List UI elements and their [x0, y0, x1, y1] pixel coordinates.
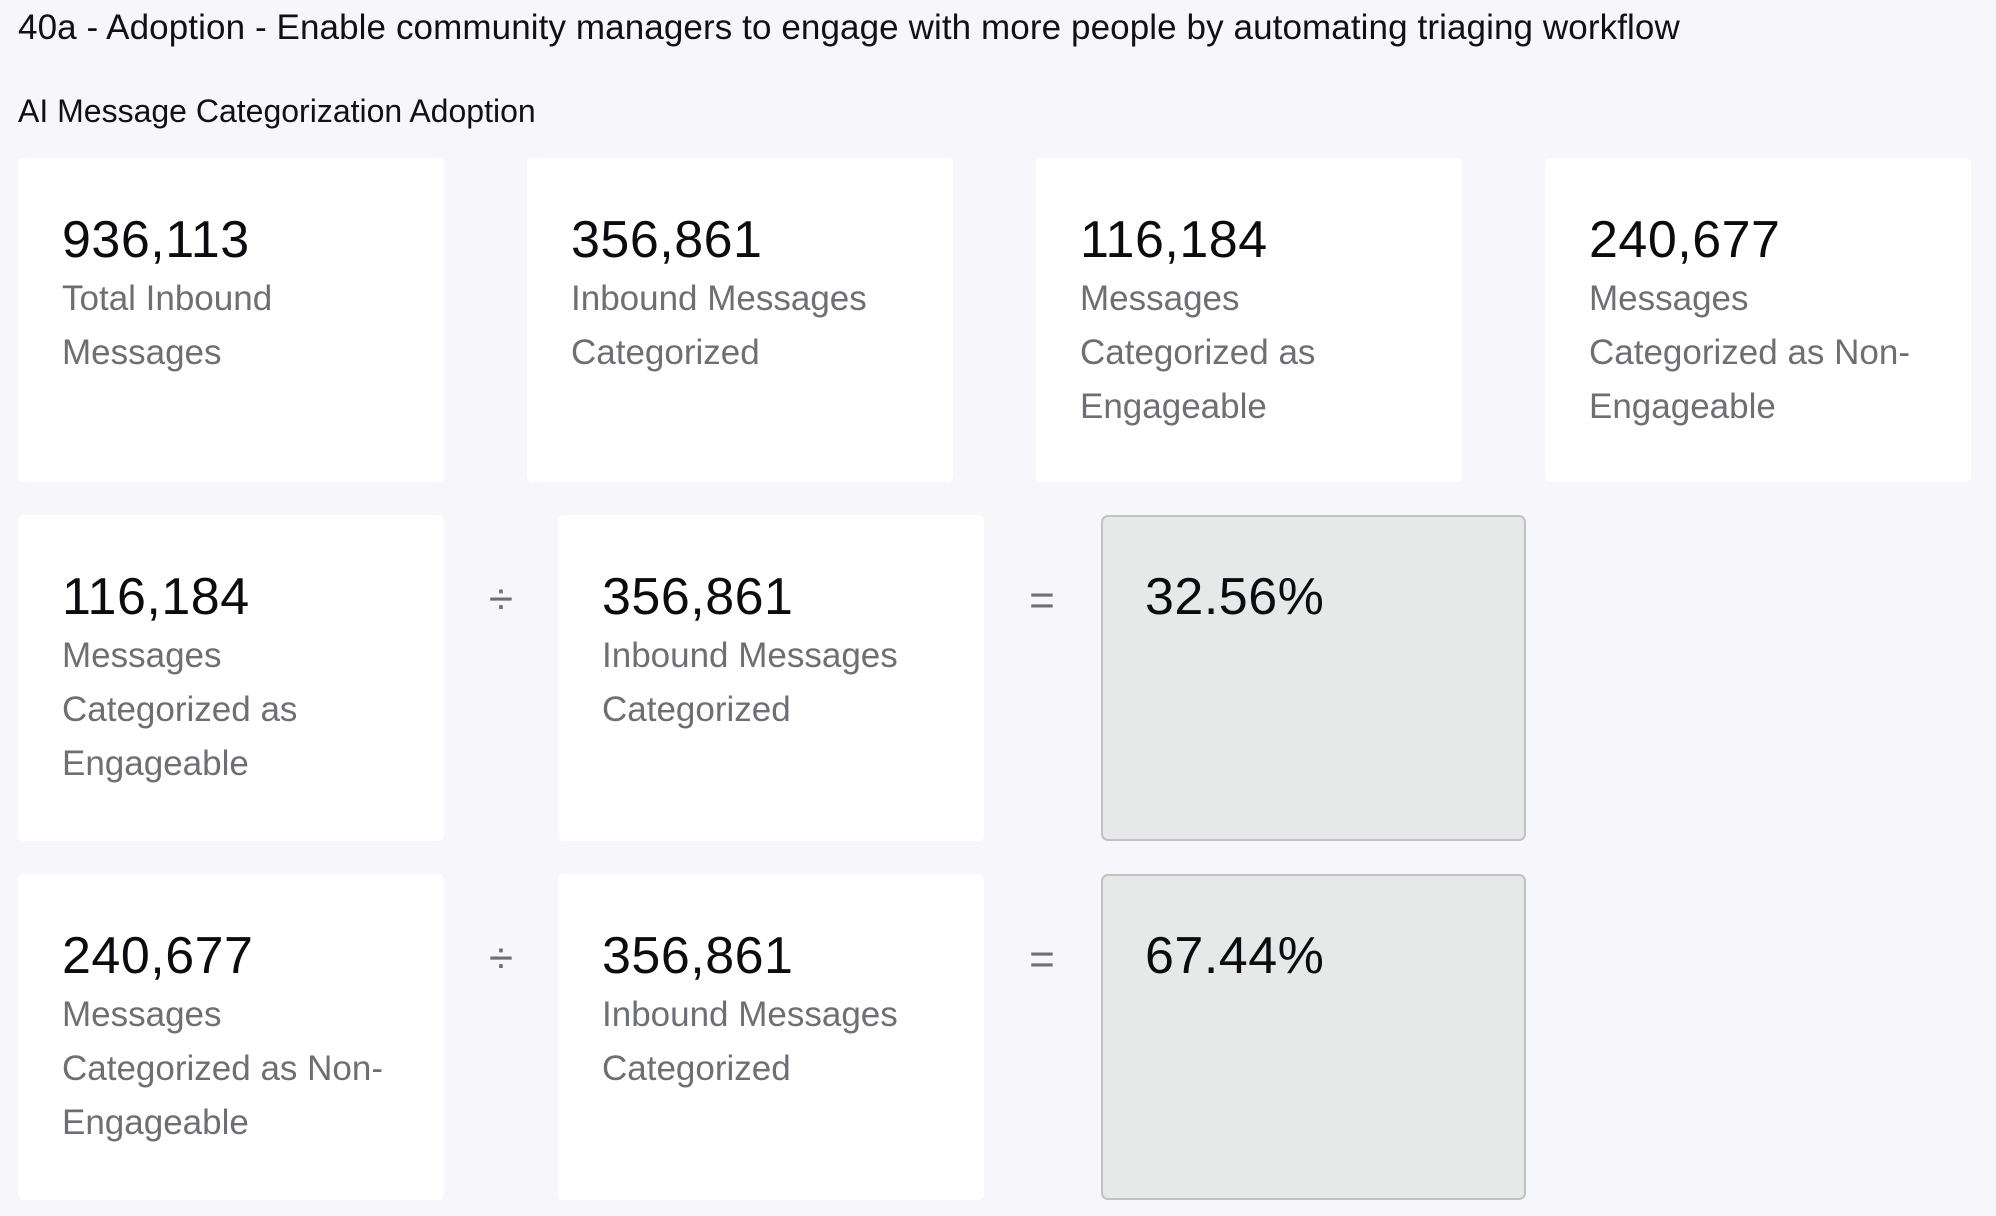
- metric-label: Inbound Messages Categorized: [602, 995, 898, 1088]
- result-value: 32.56%: [1145, 568, 1325, 626]
- result-value: 67.44%: [1145, 927, 1325, 985]
- metric-value: 936,113: [62, 211, 250, 269]
- equals-operator: =: [1029, 576, 1055, 625]
- divide-operator: ÷: [488, 934, 514, 983]
- calc-2-numerator-card: 240,677 Messages Categorized as Non-Enga…: [18, 874, 444, 1200]
- section-title: AI Message Categorization Adoption: [18, 93, 536, 129]
- calc-2-denominator-card: 356,861 Inbound Messages Categorized: [558, 874, 984, 1200]
- metric-value: 116,184: [62, 568, 250, 626]
- metric-card-total-inbound: 936,113 Total Inbound Messages: [18, 158, 444, 482]
- metric-value: 240,677: [1589, 211, 1781, 269]
- calc-2-result-card: 67.44%: [1101, 874, 1526, 1200]
- metric-label: Messages Categorized as Engageable: [62, 636, 298, 783]
- divide-operator: ÷: [488, 575, 514, 624]
- metric-label: Messages Categorized as Engageable: [1080, 279, 1316, 426]
- calc-1-result-card: 32.56%: [1101, 515, 1526, 841]
- metric-label: Messages Categorized as Non-Engageable: [1589, 279, 1910, 426]
- metric-card-engageable: 116,184 Messages Categorized as Engageab…: [1036, 158, 1462, 482]
- metric-value: 356,861: [602, 927, 794, 985]
- metric-label: Inbound Messages Categorized: [602, 636, 898, 729]
- metric-card-non-engageable: 240,677 Messages Categorized as Non-Enga…: [1545, 158, 1971, 482]
- metric-label: Total Inbound Messages: [62, 279, 273, 372]
- metric-value: 356,861: [571, 211, 763, 269]
- metric-label: Inbound Messages Categorized: [571, 279, 867, 372]
- metric-value: 240,677: [62, 927, 254, 985]
- calc-1-denominator-card: 356,861 Inbound Messages Categorized: [558, 515, 984, 841]
- calc-1-numerator-card: 116,184 Messages Categorized as Engageab…: [18, 515, 444, 841]
- metric-value: 356,861: [602, 568, 794, 626]
- metric-label: Messages Categorized as Non-Engageable: [62, 995, 383, 1142]
- metric-value: 116,184: [1080, 211, 1268, 269]
- page-title: 40a - Adoption - Enable community manage…: [18, 8, 1680, 47]
- metric-card-inbound-categorized: 356,861 Inbound Messages Categorized: [527, 158, 953, 482]
- equals-operator: =: [1029, 935, 1055, 984]
